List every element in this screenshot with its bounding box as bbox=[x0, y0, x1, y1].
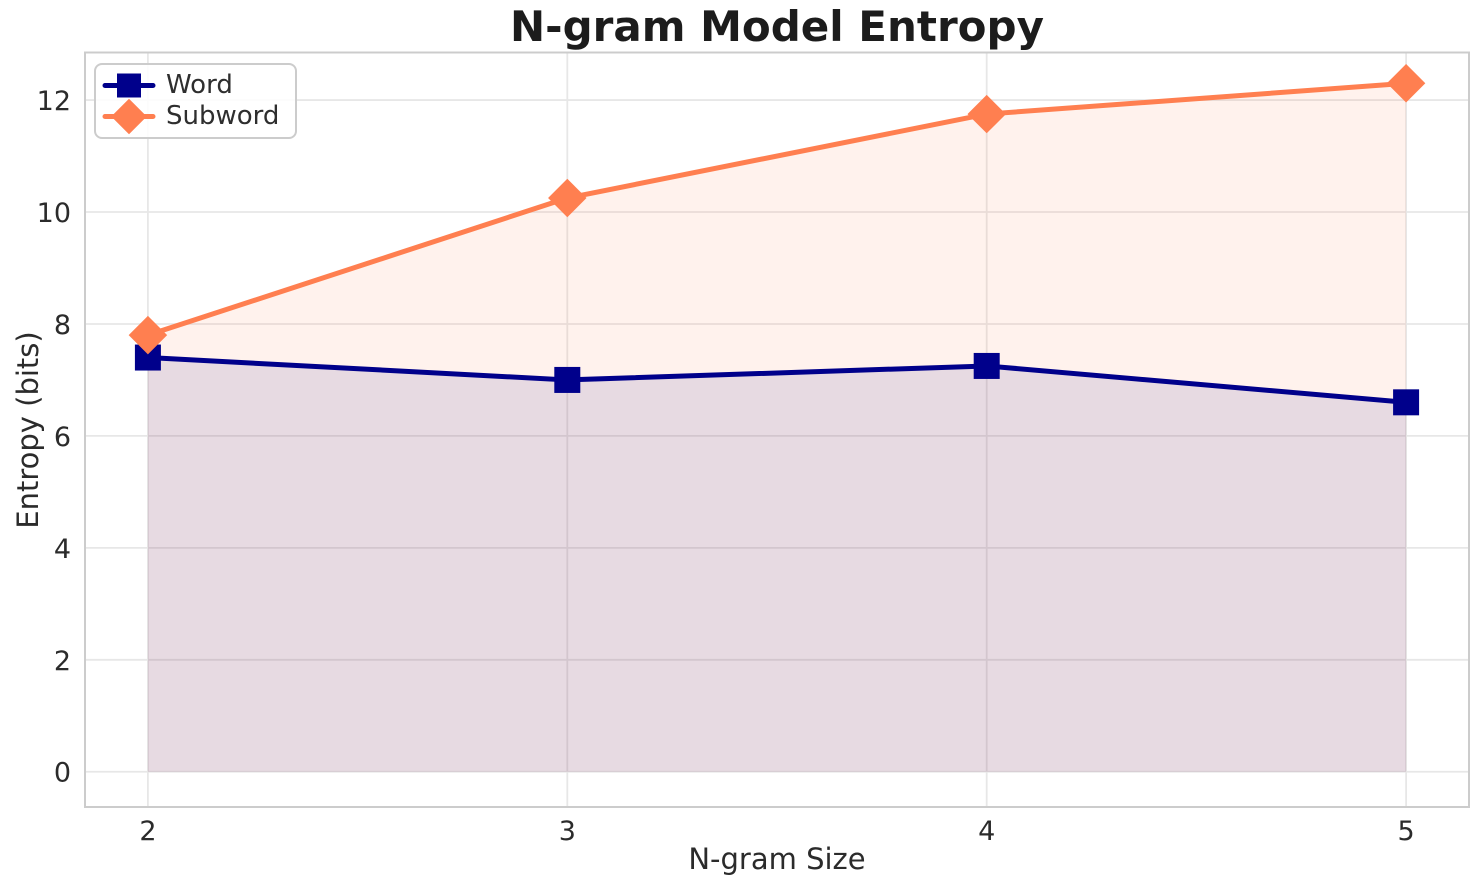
legend-item-subword: Subword bbox=[102, 98, 280, 135]
subword-marker bbox=[128, 315, 168, 355]
y-tick-label: 8 bbox=[54, 310, 71, 341]
subword-marker bbox=[548, 178, 587, 218]
y-tick-label: 12 bbox=[37, 86, 71, 117]
subword-line bbox=[145, 80, 1409, 338]
plot-border bbox=[84, 51, 1470, 808]
x-axis-label: N-gram Size bbox=[688, 842, 866, 876]
subword-legend-marker bbox=[111, 98, 147, 135]
legend-label-subword: Subword bbox=[166, 101, 280, 131]
y-axis-label: Entropy (bits) bbox=[11, 331, 45, 529]
y-tick-label: 6 bbox=[54, 422, 71, 453]
word-line bbox=[145, 355, 1409, 405]
subword-line-marker-icon bbox=[102, 98, 156, 135]
word-marker bbox=[1393, 389, 1420, 416]
word-marker bbox=[973, 352, 1000, 379]
word-area-fill bbox=[147, 357, 1407, 772]
word-legend-marker bbox=[117, 73, 141, 98]
x-tick-label: 3 bbox=[559, 816, 576, 847]
word-line-marker-icon bbox=[102, 73, 156, 98]
subword-area-fill bbox=[147, 83, 1407, 772]
x-tick-label: 4 bbox=[978, 816, 995, 847]
subword-marker bbox=[967, 94, 1006, 134]
word-marker bbox=[554, 366, 581, 393]
legend: Word Subword bbox=[94, 63, 298, 139]
x-tick-label: 5 bbox=[1397, 816, 1414, 847]
y-tick-label: 0 bbox=[54, 758, 71, 789]
legend-label-word: Word bbox=[166, 70, 233, 100]
subword-marker bbox=[1386, 64, 1426, 103]
legend-item-word: Word bbox=[102, 70, 279, 101]
y-tick-label: 4 bbox=[54, 534, 71, 565]
y-tick-label: 2 bbox=[54, 646, 71, 677]
chart-title: N-gram Model Entropy bbox=[510, 2, 1044, 51]
y-tick-label: 10 bbox=[37, 198, 71, 229]
x-tick-label: 2 bbox=[139, 816, 156, 847]
